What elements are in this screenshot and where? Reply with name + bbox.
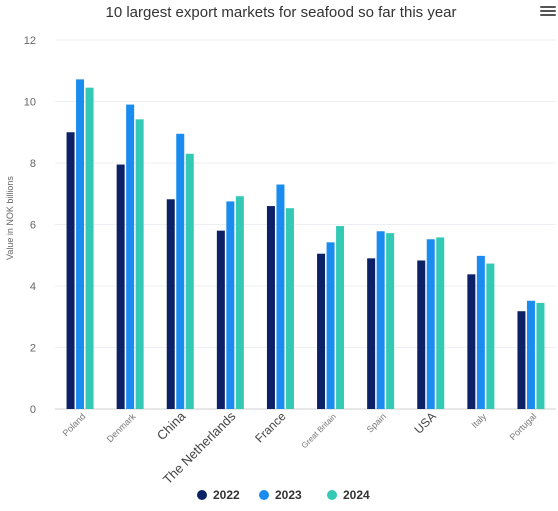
bar[interactable]: [536, 302, 545, 409]
bars: [66, 79, 545, 410]
bar[interactable]: [486, 263, 495, 409]
bar[interactable]: [326, 242, 335, 409]
y-tick-label: 10: [24, 97, 36, 109]
bar[interactable]: [116, 164, 125, 409]
bar[interactable]: [517, 311, 526, 409]
bar[interactable]: [426, 239, 435, 409]
y-tick-label: 0: [30, 404, 36, 416]
x-tick-label: Denmark: [105, 411, 138, 444]
bar[interactable]: [417, 260, 426, 409]
bar[interactable]: [135, 119, 144, 410]
y-tick-label: 12: [24, 35, 36, 47]
legend-swatch[interactable]: [327, 490, 337, 500]
bar[interactable]: [126, 104, 135, 409]
x-tick-label: Great Britain: [300, 412, 338, 450]
bar[interactable]: [185, 153, 194, 409]
bar[interactable]: [526, 300, 535, 409]
x-tick-label: Portugal: [508, 411, 539, 442]
bar[interactable]: [176, 133, 185, 409]
bar[interactable]: [436, 237, 445, 409]
y-tick-label: 2: [30, 343, 36, 355]
y-axis-label: Value in NOK billions: [5, 176, 15, 260]
bar[interactable]: [226, 201, 235, 409]
bar[interactable]: [476, 255, 485, 409]
x-tick-label: USA: [412, 409, 439, 436]
bar[interactable]: [336, 226, 345, 409]
legend-item[interactable]: 2022: [213, 488, 240, 502]
legend-swatch[interactable]: [197, 490, 207, 500]
x-tick-label: Spain: [365, 411, 388, 434]
legend: 2022 2023 2024: [197, 488, 370, 502]
y-tick-label: 6: [30, 220, 36, 232]
x-tick-label: France: [252, 409, 289, 446]
bar[interactable]: [317, 253, 326, 409]
bar[interactable]: [216, 230, 225, 409]
bar[interactable]: [166, 199, 175, 409]
legend-swatch[interactable]: [259, 490, 269, 500]
bar[interactable]: [386, 233, 395, 409]
x-tick-label: China: [154, 408, 189, 443]
legend-item[interactable]: 2024: [343, 488, 370, 502]
bar[interactable]: [266, 206, 275, 409]
bar[interactable]: [76, 79, 85, 410]
chart-title: 10 largest export markets for seafood so…: [106, 4, 457, 21]
y-tick-label: 4: [30, 281, 36, 293]
legend-item[interactable]: 2023: [275, 488, 302, 502]
bar[interactable]: [276, 184, 285, 409]
hamburger-menu-icon[interactable]: [540, 4, 556, 20]
bar[interactable]: [367, 258, 376, 409]
x-tick-label: Poland: [61, 411, 88, 438]
bar[interactable]: [85, 87, 94, 409]
y-tick-label: 8: [30, 158, 36, 170]
bar[interactable]: [376, 231, 385, 409]
y-axis-ticks: 0 2 4 6 8 10 12: [24, 35, 36, 416]
bar[interactable]: [285, 208, 294, 409]
bar[interactable]: [467, 274, 476, 409]
bar[interactable]: [235, 196, 244, 409]
bar[interactable]: [66, 132, 75, 409]
x-tick-label: Italy: [470, 411, 489, 430]
